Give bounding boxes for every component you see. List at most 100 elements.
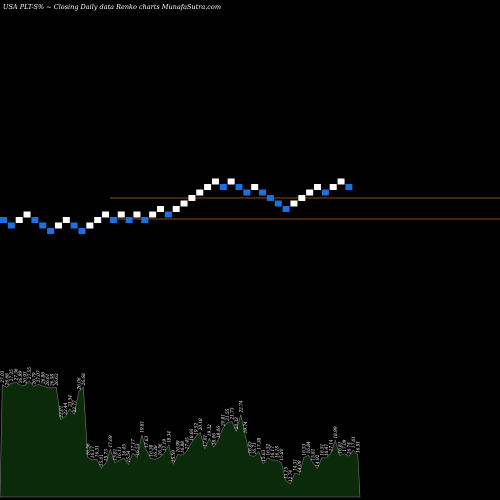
volume-label: 21.55 bbox=[225, 408, 230, 421]
volume-label: 18.66 bbox=[189, 428, 194, 440]
volume-label: 16.56 bbox=[157, 443, 162, 455]
volume-label: 16.11 bbox=[117, 447, 122, 459]
renko-brick-up bbox=[62, 217, 70, 223]
volume-label: 12.74 bbox=[288, 470, 293, 482]
volume-label: 26.06 bbox=[76, 377, 81, 390]
renko-brick-down bbox=[39, 222, 47, 229]
volume-label: 16.53 bbox=[135, 443, 140, 455]
volume-label: 17.81 bbox=[202, 435, 207, 447]
volume-label: 20.18 bbox=[198, 418, 203, 431]
renko-brick-up bbox=[329, 184, 337, 190]
volume-label: 26.63 bbox=[54, 373, 59, 386]
renko-brick-up bbox=[133, 211, 141, 218]
renko-brick-down bbox=[109, 217, 117, 223]
renko-brick-up bbox=[211, 178, 219, 185]
volume-label: 16.88 bbox=[180, 441, 185, 453]
volume-label: 26.68 bbox=[81, 373, 86, 386]
renko-brick-down bbox=[47, 228, 55, 234]
volume-label: 15.81 bbox=[310, 449, 315, 461]
renko-brick-up bbox=[15, 217, 23, 223]
volume-label: 27.03 bbox=[0, 370, 5, 383]
renko-brick-down bbox=[70, 222, 78, 229]
volume-label: 17.45 bbox=[184, 437, 189, 449]
renko-brick-up bbox=[94, 217, 102, 223]
renko-brick-up bbox=[314, 184, 321, 190]
volume-label: 17.09 bbox=[342, 439, 347, 451]
renko-brick-down bbox=[274, 200, 282, 207]
volume-label: 14.31 bbox=[292, 459, 297, 471]
volume-label: 27.07 bbox=[36, 370, 41, 383]
volume-label: 27.36 bbox=[13, 368, 18, 381]
renko-brick-up bbox=[251, 184, 259, 190]
renko-brick-up bbox=[306, 189, 314, 196]
renko-brick-up bbox=[180, 200, 188, 207]
volume-label: 17.38 bbox=[256, 437, 261, 449]
renko-brick-up bbox=[23, 211, 31, 218]
renko-brick-down bbox=[0, 217, 7, 223]
renko-brick-up bbox=[290, 200, 298, 207]
volume-label: 19.81 bbox=[139, 421, 144, 433]
volume-label: 17.63 bbox=[144, 436, 149, 448]
volume-label: 16.84 bbox=[306, 441, 311, 453]
volume-label: 16.17 bbox=[270, 446, 275, 458]
volume-label: 26.79 bbox=[31, 372, 36, 385]
renko-brick-up bbox=[337, 178, 345, 185]
volume-label: 15.59 bbox=[171, 450, 176, 462]
volume-label: 14.09 bbox=[297, 460, 302, 472]
volume-label: 18.34 bbox=[166, 431, 171, 443]
volume-label: 19.32 bbox=[207, 424, 212, 436]
volume-label: 26.93 bbox=[22, 371, 27, 384]
renko-brick-down bbox=[31, 217, 39, 223]
volume-label: 16.53 bbox=[301, 443, 306, 455]
renko-brick-down bbox=[219, 184, 227, 190]
volume-label: 16.56 bbox=[85, 443, 90, 455]
volume-label: 15.80 bbox=[279, 448, 284, 460]
volume-label: 19.06 bbox=[216, 426, 221, 438]
renko-brick-down bbox=[164, 211, 172, 218]
volume-label: 15.01 bbox=[99, 454, 104, 466]
volume-label: 26.86 bbox=[40, 372, 45, 385]
volume-label: 22.74 bbox=[238, 400, 243, 413]
volume-label: 20.81 bbox=[220, 414, 225, 427]
renko-brick-up bbox=[204, 184, 212, 190]
volume-label: 22.44 bbox=[63, 402, 68, 415]
volume-label: 26.58 bbox=[49, 374, 54, 387]
volume-label: 16.83 bbox=[247, 441, 252, 453]
volume-label: 21.73 bbox=[229, 407, 234, 420]
volume-label: 26.68 bbox=[4, 373, 9, 386]
volume-label: 15.63 bbox=[261, 449, 266, 461]
volume-label: 16.81 bbox=[337, 442, 342, 454]
renko-brick-down bbox=[125, 217, 133, 223]
volume-label: 18.99 bbox=[333, 426, 338, 438]
chart-title: USA PLT-S% ~ Closing Daily data Renko ch… bbox=[3, 3, 221, 11]
renko-brick-up bbox=[86, 222, 94, 229]
volume-label: 16.47 bbox=[324, 444, 329, 456]
renko-brick-down bbox=[141, 217, 149, 223]
volume-label: 16.28 bbox=[153, 445, 158, 457]
renko-brick-up bbox=[172, 206, 180, 212]
renko-brick-up bbox=[102, 211, 110, 218]
renko-brick-down bbox=[282, 206, 290, 212]
volume-label: 27.55 bbox=[27, 367, 32, 380]
volume-label: 15.73 bbox=[103, 449, 108, 461]
volume-label: 14.92 bbox=[315, 454, 320, 466]
renko-brick-down bbox=[7, 222, 15, 229]
volume-label: 16.91 bbox=[355, 441, 360, 453]
volume-label: 16.99 bbox=[175, 440, 180, 452]
renko-brick-up bbox=[117, 211, 125, 218]
renko-brick-up bbox=[298, 195, 306, 201]
volume-label: 17.61 bbox=[351, 436, 356, 448]
renko-brick-down bbox=[321, 189, 329, 196]
volume-label: 18.06 bbox=[211, 433, 216, 445]
renko-brick-up bbox=[188, 195, 196, 201]
volume-label: 16.51 bbox=[319, 444, 324, 456]
renko-brick-down bbox=[266, 195, 274, 201]
renko-brick-up bbox=[54, 222, 62, 229]
volume-label: 16.71 bbox=[252, 442, 257, 454]
volume-label: 13.15 bbox=[283, 467, 288, 479]
volume-label: 26.61 bbox=[45, 374, 50, 387]
volume-label: 16.18 bbox=[274, 446, 279, 458]
volume-label: 16.45 bbox=[121, 444, 126, 456]
volume-label: 16.74 bbox=[346, 442, 351, 454]
